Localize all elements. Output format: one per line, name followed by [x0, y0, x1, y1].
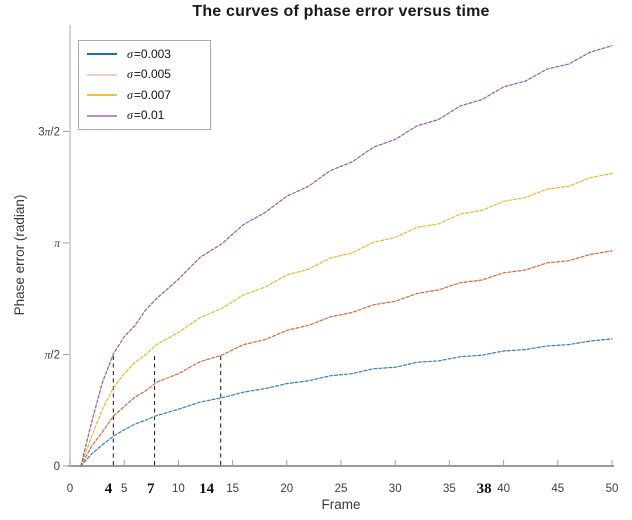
legend-line-sample [87, 114, 117, 117]
annotation-bold-label: 4 [105, 481, 113, 497]
legend-line-sample [87, 94, 117, 97]
legend-item-sigma-0.007: σ=0.007 [79, 85, 210, 105]
x-tick-label: 35 [443, 483, 456, 495]
curve-sigma-0.005 [80, 250, 613, 467]
x-tick-label: 5 [121, 483, 127, 495]
curve-sigma-0.007 [80, 172, 613, 467]
x-tick-label: 10 [172, 483, 185, 495]
annotation-bold-label: 7 [147, 481, 155, 497]
legend-line-sample [87, 53, 117, 56]
x-tick-label: 30 [389, 483, 402, 495]
x-tick-label: 25 [335, 483, 348, 495]
legend-line-sample [87, 73, 117, 76]
legend-item-label: σ=0.005 [127, 67, 171, 82]
x-tick-label: 45 [551, 483, 564, 495]
legend-item-sigma-0.005: σ=0.005 [79, 65, 210, 85]
legend-item-label: σ=0.003 [127, 46, 171, 61]
legend-item-sigma-0.01: σ=0.01 [79, 106, 210, 126]
legend-item-label: σ=0.007 [127, 87, 171, 102]
annotation-bold-label: 38 [477, 481, 492, 497]
chart-title: The curves of phase error versus time [192, 3, 490, 20]
curve-sigma-0.01 [80, 45, 613, 467]
legend-item-sigma-0.003: σ=0.003 [79, 44, 210, 64]
x-tick-label: 15 [226, 483, 239, 495]
curve-sigma-0.003 [80, 338, 613, 467]
x-axis-title: Frame [321, 497, 360, 512]
legend: σ=0.003 σ=0.005 σ=0.007 σ=0.01 [78, 40, 211, 130]
x-tick-label: 20 [280, 483, 293, 495]
y-tick-label: 3π/2 [38, 126, 60, 138]
y-tick-label: π [54, 238, 61, 250]
x-tick-label: 40 [497, 483, 510, 495]
y-axis-title: Phase error (radian) [12, 195, 27, 316]
legend-item-label: σ=0.01 [127, 108, 165, 123]
x-tick-label: 0 [67, 483, 73, 495]
y-tick-label: 0 [54, 461, 60, 473]
y-tick-label: π/2 [45, 349, 60, 361]
annotation-bold-label: 14 [199, 481, 215, 497]
x-tick-label: 50 [606, 483, 619, 495]
